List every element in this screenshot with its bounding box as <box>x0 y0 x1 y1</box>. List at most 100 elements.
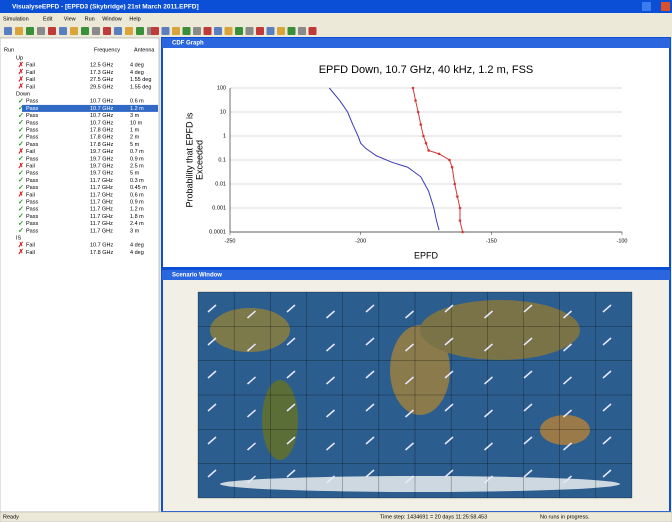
x-tick-label: -150 <box>486 238 497 244</box>
run-status: Pass <box>26 99 38 105</box>
menu-item[interactable]: View <box>64 16 76 22</box>
run-status: Pass <box>26 120 38 126</box>
x-tick-label: -250 <box>224 238 235 244</box>
run-status: Fail <box>26 84 35 90</box>
run-frequency: 17.8 GHz <box>90 127 113 133</box>
run-antenna: 4 deg <box>130 243 144 249</box>
toolbar-button <box>136 27 144 35</box>
run-frequency: 17.8 GHz <box>90 250 113 256</box>
run-antenna: 5 m <box>130 142 140 148</box>
run-status: Pass <box>26 171 38 177</box>
toolbar-button <box>214 27 222 35</box>
run-status: Fail <box>26 70 35 76</box>
toolbar-button <box>246 27 254 35</box>
toolbar-button <box>225 27 233 35</box>
point-marker <box>412 87 415 90</box>
point-marker <box>414 99 417 102</box>
y-tick-label: 100 <box>217 85 226 91</box>
chart-title: EPFD Down, 10.7 GHz, 40 kHz, 1.2 m, FSS <box>319 64 534 76</box>
toolbar-button <box>183 27 191 35</box>
run-frequency: 12.5 GHz <box>90 63 113 69</box>
run-antenna: 1.55 deg <box>130 77 151 83</box>
toolbar-button <box>193 27 201 35</box>
run-frequency: 10.7 GHz <box>90 120 113 126</box>
toolbar-button <box>26 27 34 35</box>
status-icon: ✓ <box>18 220 24 227</box>
run-frequency: 19.7 GHz <box>90 156 113 162</box>
toolbar-button <box>4 27 12 35</box>
menu-item[interactable]: Simulation <box>3 16 29 22</box>
run-status: Pass <box>26 127 38 133</box>
run-antenna: 1 m <box>130 127 140 133</box>
status-icon: ✗ <box>18 191 24 199</box>
run-antenna: 1.2 m <box>130 106 144 112</box>
run-frequency: 19.7 GHz <box>90 163 113 169</box>
run-status: Fail <box>26 243 35 249</box>
run-antenna: 0.45 m <box>130 185 147 191</box>
toolbar-button <box>288 27 296 35</box>
status-icon: ✓ <box>18 156 24 163</box>
run-frequency: 10.7 GHz <box>90 243 113 249</box>
tree-header: Frequency <box>94 47 120 53</box>
status-icon: ✓ <box>18 134 24 141</box>
run-antenna: 5 m <box>130 171 140 177</box>
run-antenna: 1.2 m <box>130 207 144 213</box>
run-antenna: 4 deg <box>130 70 144 76</box>
status-ready: Ready <box>3 514 19 520</box>
point-marker <box>461 231 464 234</box>
run-frequency: 11.7 GHz <box>90 207 113 213</box>
close[interactable] <box>661 2 670 11</box>
point-marker <box>459 219 462 222</box>
status-icon: ✗ <box>18 147 24 155</box>
run-antenna: 0.6 m <box>130 192 144 198</box>
point-marker <box>417 111 420 114</box>
run-antenna: 0.9 m <box>130 199 144 205</box>
run-status: Fail <box>26 192 35 198</box>
status-icon: ✓ <box>18 127 24 134</box>
run-status: Fail <box>26 163 35 169</box>
status-icon: ✗ <box>18 162 24 170</box>
y-axis-label: Exceeded <box>194 140 204 180</box>
run-frequency: 17.3 GHz <box>90 70 113 76</box>
toolbar-button <box>92 27 100 35</box>
point-marker <box>422 135 425 138</box>
run-antenna: 10 m <box>130 120 143 126</box>
status-icon: ✗ <box>18 248 24 256</box>
status-icon: ✓ <box>18 184 24 191</box>
run-frequency: 11.7 GHz <box>90 214 113 220</box>
y-tick-label: 0.001 <box>212 205 226 211</box>
menu-item[interactable]: Help <box>129 16 140 22</box>
toolbar-button <box>70 27 78 35</box>
status-time: Time step: 1434691 = 20 days 11:25:58.45… <box>380 514 487 520</box>
window-title: VisualyseEPFD - [EPFD3 (Skybridge) 21st … <box>12 4 199 11</box>
toolbar-button <box>59 27 67 35</box>
run-frequency: 17.8 GHz <box>90 135 113 141</box>
toolbar-button <box>37 27 45 35</box>
status-icon: ✓ <box>18 170 24 177</box>
run-status: Pass <box>26 156 38 162</box>
run-antenna: 0.9 m <box>130 156 144 162</box>
status-icon: ✓ <box>18 105 24 112</box>
run-status: Fail <box>26 250 35 256</box>
point-marker <box>453 183 456 186</box>
status-icon: ✓ <box>18 199 24 206</box>
menu-item[interactable]: Window <box>102 16 122 22</box>
menu-item[interactable]: Run <box>85 16 95 22</box>
toolbar-button <box>151 27 159 35</box>
minimize[interactable] <box>642 2 651 11</box>
scenario-window-title: Scenario Window <box>172 273 222 279</box>
run-antenna: 0.3 m <box>130 178 144 184</box>
status-runs: No runs in progress. <box>540 514 590 520</box>
run-frequency: 11.7 GHz <box>90 221 113 227</box>
run-status: Pass <box>26 228 38 234</box>
run-frequency: 27.5 GHz <box>90 77 113 83</box>
x-tick-label: -200 <box>355 238 366 244</box>
run-status: Pass <box>26 199 38 205</box>
run-status: Pass <box>26 135 38 141</box>
y-tick-label: 10 <box>220 109 226 115</box>
menu-item[interactable]: Edit <box>43 16 53 22</box>
toolbar-button <box>204 27 212 35</box>
point-marker <box>451 166 454 169</box>
point-marker <box>448 159 451 162</box>
run-frequency: 10.7 GHz <box>90 106 113 112</box>
